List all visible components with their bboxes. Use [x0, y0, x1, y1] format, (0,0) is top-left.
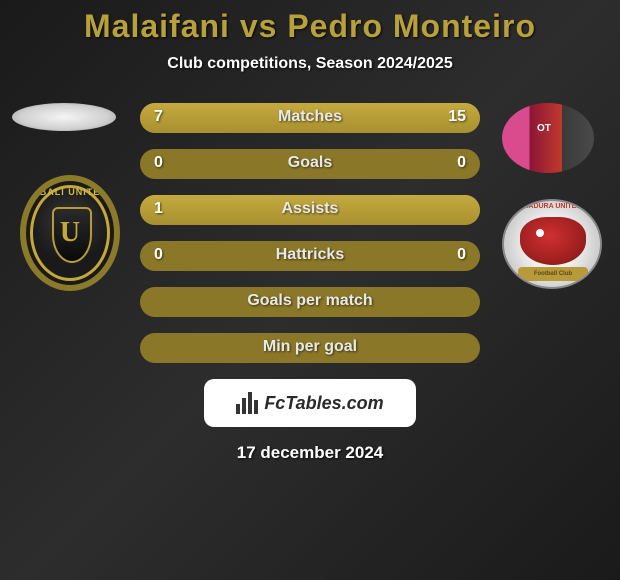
- right-player-column: OT MADURA UNITED Football Club: [502, 103, 602, 289]
- stats-area: BALI UNITE U OT MADURA UNITED Football C…: [0, 103, 620, 363]
- stat-label: Matches: [140, 108, 480, 126]
- date-label: 17 december 2024: [0, 443, 620, 463]
- shield-icon: BALI UNITE U: [20, 175, 120, 291]
- madura-badge-icon: MADURA UNITED Football Club: [502, 199, 602, 289]
- stat-value-right: 0: [457, 154, 466, 172]
- infographic-container: Malaifani vs Pedro Monteiro Club competi…: [0, 0, 620, 580]
- right-club-logo: MADURA UNITED Football Club: [502, 199, 602, 289]
- right-player-photo: OT: [502, 103, 594, 173]
- stat-value-left: 0: [154, 246, 163, 264]
- shield-letter-icon: U: [26, 217, 114, 249]
- brand-badge: FcTables.com: [204, 379, 416, 427]
- stat-label: Goals: [140, 154, 480, 172]
- stat-row: Matches7 15: [140, 103, 480, 133]
- stat-value-right: 0: [457, 246, 466, 264]
- club-banner: Football Club: [518, 267, 588, 281]
- right-club-name: MADURA UNITED: [504, 203, 600, 210]
- stat-label: Goals per match: [140, 292, 480, 310]
- stat-row: Assists1: [140, 195, 480, 225]
- left-player-column: BALI UNITE U: [8, 103, 128, 291]
- left-player-photo: [12, 103, 116, 131]
- stat-value-right: 15: [448, 108, 466, 126]
- stat-label: Assists: [140, 200, 480, 218]
- stats-bars: Matches715Goals00Assists1Hattricks00Goal…: [140, 103, 480, 363]
- stat-value-left: 0: [154, 154, 163, 172]
- stat-row: Goals per match: [140, 287, 480, 317]
- stat-value-left: 7: [154, 108, 163, 126]
- left-club-name: BALI UNITE: [26, 187, 114, 197]
- stat-row: Goals0 0: [140, 149, 480, 179]
- page-title: Malaifani vs Pedro Monteiro: [0, 8, 620, 45]
- stat-label: Hattricks: [140, 246, 480, 264]
- stat-row: Hattricks0 0: [140, 241, 480, 271]
- fctables-icon: [236, 392, 258, 414]
- brand-text: FcTables.com: [264, 393, 383, 414]
- stat-value-left: 1: [154, 200, 163, 218]
- bull-icon: [520, 217, 586, 265]
- stat-row: Min per goal: [140, 333, 480, 363]
- left-club-logo: BALI UNITE U: [20, 175, 120, 291]
- subtitle: Club competitions, Season 2024/2025: [0, 55, 620, 73]
- kit-text: OT: [537, 123, 551, 134]
- stat-label: Min per goal: [140, 338, 480, 356]
